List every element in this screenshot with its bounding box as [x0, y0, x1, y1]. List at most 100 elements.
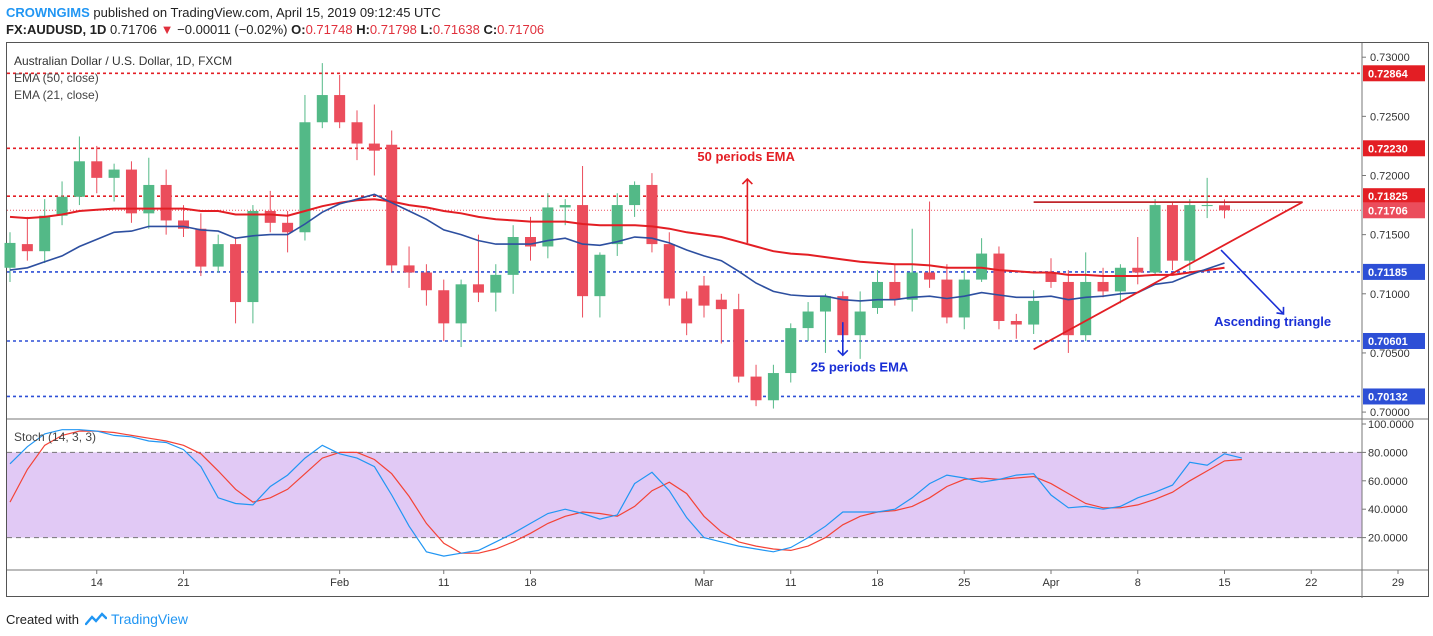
level-label: 0.70601 [1368, 336, 1408, 348]
candle-body [1201, 205, 1213, 207]
symbol-name: FX:AUDUSD, 1D [6, 22, 107, 37]
triangle-bottom-line [1033, 201, 1304, 351]
price-tick-label: 0.72500 [1370, 111, 1410, 123]
tradingview-logo-icon [84, 612, 107, 626]
candle-body [490, 274, 502, 293]
candle-body [646, 184, 658, 245]
level-label-bg [1363, 332, 1425, 349]
level-label: 0.72864 [1368, 68, 1409, 80]
candle-body [993, 253, 1005, 321]
stoch-tick-label: 20.0000 [1368, 533, 1408, 545]
candle-body [629, 184, 641, 206]
candle-body [507, 237, 519, 275]
chart-frame [6, 42, 1429, 597]
stoch-tick-label: 80.0000 [1368, 447, 1408, 459]
time-tick-label: 29 [1392, 577, 1404, 589]
candle-body [282, 222, 294, 233]
legend-title: Australian Dollar / U.S. Dollar, 1D, FXC… [14, 54, 232, 68]
low-value: 0.71638 [432, 22, 480, 37]
candle-body [1062, 281, 1074, 336]
candle-body [230, 244, 242, 303]
candle-body [334, 95, 346, 123]
time-tick-label: 14 [91, 577, 103, 589]
candle-body [577, 205, 589, 297]
candle-body [715, 299, 727, 310]
candle-body [472, 284, 484, 293]
candle-body [785, 328, 797, 374]
price-tick-label: 0.73000 [1370, 52, 1410, 64]
candle-body [698, 285, 710, 306]
candles [4, 63, 1230, 409]
candle-body [594, 254, 606, 297]
time-tick-label: 11 [785, 577, 796, 589]
ema-50-line [9, 198, 1225, 277]
legend-stoch: Stoch (14, 3, 3) [14, 430, 96, 444]
candle-body [750, 376, 762, 401]
candle-body [958, 279, 970, 318]
candle-body [1149, 205, 1161, 273]
time-tick-label: 18 [871, 577, 883, 589]
high-value: 0.71798 [369, 22, 417, 37]
level-label-bg [1363, 65, 1425, 82]
ema25-annotation: 25 periods EMA [811, 359, 909, 374]
candle-body [837, 296, 849, 336]
candle-body [976, 253, 988, 280]
candle-body [56, 196, 68, 216]
candle-body [1132, 267, 1144, 273]
price-tick-label: 0.70000 [1370, 407, 1410, 419]
symbol-header: FX:AUDUSD, 1D 0.71706 ▼ −0.00011 (−0.02%… [6, 22, 545, 37]
candle-body [178, 220, 189, 229]
time-tick-label: Feb [330, 577, 349, 589]
candle-body [403, 265, 415, 273]
time-tick-label: Mar [695, 577, 714, 589]
level-label-bg [1363, 263, 1425, 280]
candle-body [91, 161, 103, 178]
price-tick-label: 0.70500 [1370, 348, 1410, 360]
triangle-arrow-head [1276, 306, 1285, 315]
candle-body [386, 144, 398, 266]
time-tick-label: 22 [1305, 577, 1317, 589]
candle-body [1166, 205, 1178, 261]
stoch-tick-label: 40.0000 [1368, 504, 1408, 516]
candle-body [4, 242, 16, 268]
candle-body [1219, 205, 1230, 211]
candle-body [143, 184, 155, 214]
footer: Created with TradingView [6, 611, 188, 627]
ema50-annotation: 50 periods EMA [697, 149, 795, 164]
candle-body [525, 237, 536, 247]
level-label: 0.71825 [1368, 191, 1408, 203]
candle-body [212, 244, 224, 267]
publish-header: CROWNGIMS published on TradingView.com, … [6, 5, 441, 20]
footer-brand[interactable]: TradingView [110, 611, 189, 627]
stoch-tick-label: 100.0000 [1368, 419, 1414, 431]
candle-body [1114, 267, 1126, 292]
price-tick-label: 0.72000 [1370, 170, 1410, 182]
candle-body [767, 373, 779, 401]
triangle-arrow-line [1220, 249, 1285, 315]
candle-body [559, 205, 571, 208]
annotations: 50 periods EMA 25 periods EMA Ascending tr… [697, 149, 1331, 374]
time-tick-label: Apr [1042, 577, 1059, 589]
triangle-annotation: Ascending triangle [1214, 314, 1331, 329]
candle-body [73, 161, 85, 197]
price-tick-label: 0.71500 [1370, 230, 1410, 242]
stoch-band [7, 452, 1362, 538]
last-price-label-bg [1363, 202, 1425, 219]
candle-body [1045, 272, 1057, 282]
candle-body [1184, 205, 1196, 261]
candle-body [455, 284, 467, 324]
stoch-lines [9, 429, 1243, 557]
ema-21-line [9, 193, 1225, 302]
candle-body [924, 272, 936, 280]
author-name[interactable]: CROWNGIMS [6, 5, 90, 20]
level-label-bg [1363, 388, 1425, 405]
footer-created: Created with [6, 611, 79, 627]
last-price-label: 0.71706 [1368, 205, 1408, 217]
candle-body [299, 122, 311, 233]
candle-body [733, 309, 745, 377]
candle-body [351, 122, 363, 144]
level-label-bg [1363, 188, 1425, 205]
candle-body [438, 290, 450, 324]
candle-body [21, 244, 33, 252]
